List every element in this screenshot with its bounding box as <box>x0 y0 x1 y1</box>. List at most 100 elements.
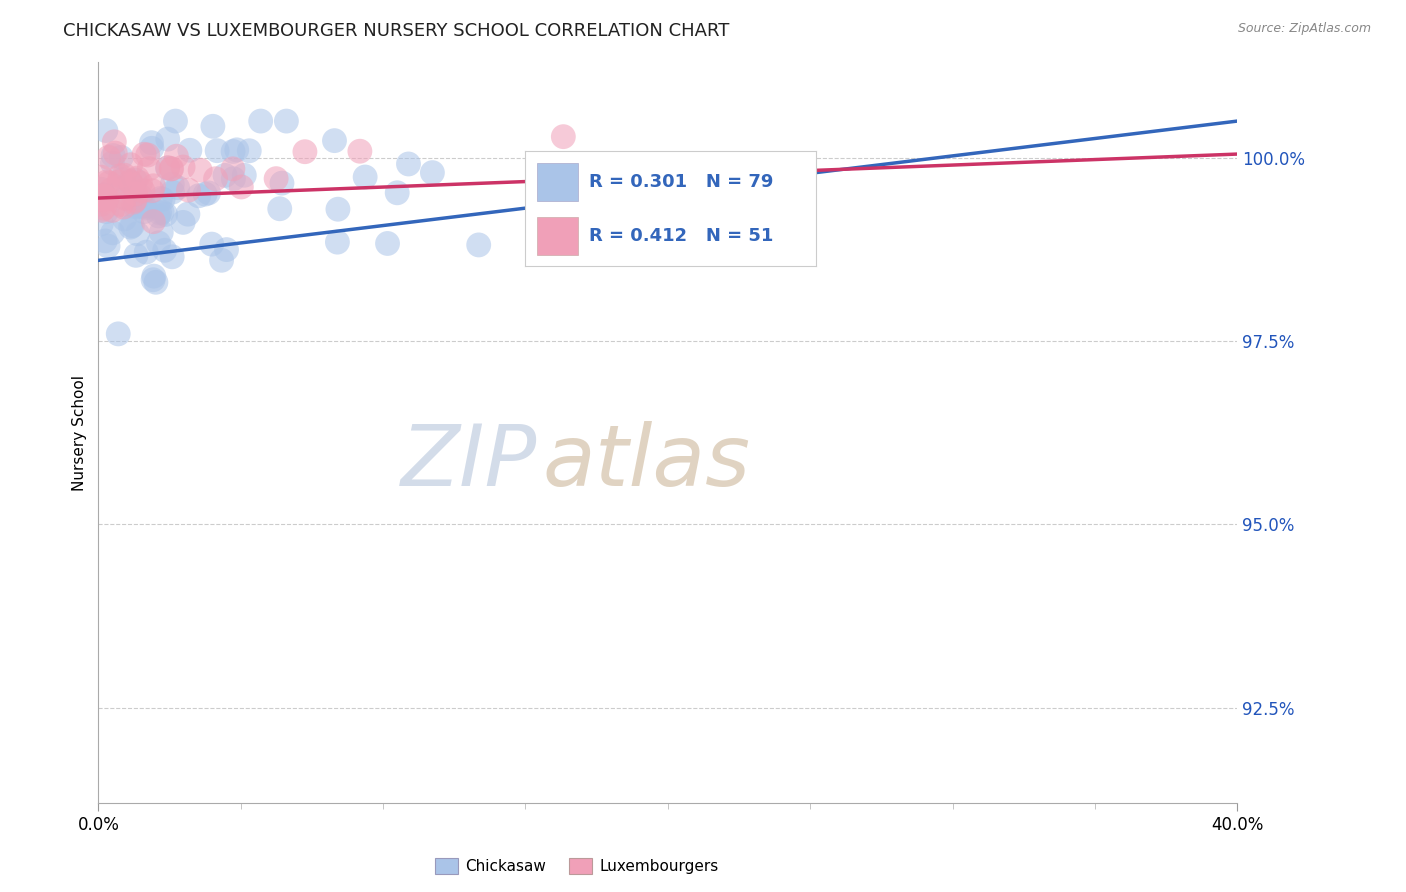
Point <box>162 178 184 192</box>
Point <box>222 145 245 159</box>
Point <box>188 163 211 178</box>
Point <box>194 187 217 202</box>
Point <box>96 175 118 189</box>
Point <box>160 161 183 176</box>
Point <box>264 171 287 186</box>
Point <box>204 171 226 186</box>
Text: ZIP: ZIP <box>401 421 537 504</box>
Point <box>125 248 148 262</box>
Point <box>197 186 219 200</box>
Point <box>91 193 114 207</box>
Point <box>323 134 346 148</box>
Point <box>134 201 156 215</box>
Point <box>156 161 179 175</box>
Point <box>97 150 120 164</box>
Point <box>127 227 149 241</box>
Point <box>156 161 179 175</box>
Point <box>112 191 135 205</box>
Point <box>124 199 146 213</box>
Point <box>101 203 124 218</box>
Point <box>233 168 256 182</box>
Point <box>90 170 112 185</box>
Point <box>160 161 183 176</box>
Point <box>132 204 155 219</box>
Point <box>114 212 136 227</box>
Point <box>179 143 201 157</box>
Point <box>553 129 575 144</box>
Point <box>467 238 489 252</box>
Point <box>101 156 124 170</box>
Point <box>120 158 142 172</box>
Point <box>215 243 238 257</box>
Point <box>111 172 134 186</box>
Point <box>108 175 131 189</box>
Point <box>118 174 141 188</box>
Point <box>349 145 371 159</box>
Point <box>153 244 176 258</box>
Point <box>142 178 165 193</box>
Point <box>249 114 271 128</box>
Point <box>121 177 143 191</box>
Point <box>138 161 160 176</box>
Point <box>222 171 245 186</box>
Point <box>142 269 165 284</box>
Point <box>225 143 247 157</box>
Point <box>166 180 188 194</box>
Point <box>122 195 145 210</box>
Point <box>326 202 349 217</box>
Point <box>132 147 155 161</box>
Point <box>124 193 146 207</box>
Point <box>148 209 170 223</box>
Point <box>149 206 172 220</box>
Text: CHICKASAW VS LUXEMBOURGER NURSERY SCHOOL CORRELATION CHART: CHICKASAW VS LUXEMBOURGER NURSERY SCHOOL… <box>63 22 730 40</box>
Point <box>149 191 172 205</box>
Point <box>129 176 152 190</box>
Point <box>124 186 146 201</box>
Point <box>211 253 233 268</box>
Point <box>377 236 399 251</box>
Point <box>145 275 167 289</box>
Point <box>172 215 194 229</box>
Point <box>205 144 228 158</box>
Point <box>271 176 294 190</box>
Point <box>90 197 112 211</box>
Point <box>104 146 127 161</box>
Point <box>101 226 124 240</box>
Text: Source: ZipAtlas.com: Source: ZipAtlas.com <box>1237 22 1371 36</box>
Point <box>103 135 125 149</box>
Point <box>110 169 132 183</box>
Point <box>269 202 291 216</box>
Point <box>90 182 112 196</box>
Point <box>160 250 183 264</box>
Point <box>162 185 184 199</box>
Point <box>155 207 177 221</box>
Point <box>142 215 165 229</box>
Text: atlas: atlas <box>543 421 751 504</box>
Point <box>238 144 260 158</box>
Point <box>90 203 112 218</box>
Point <box>90 190 112 204</box>
Point <box>142 273 165 287</box>
Point <box>100 182 122 196</box>
Point <box>148 235 170 250</box>
Y-axis label: Nursery School: Nursery School <box>72 375 87 491</box>
Point <box>387 186 409 200</box>
Point <box>354 169 377 184</box>
Point <box>398 157 420 171</box>
Point <box>94 123 117 137</box>
Point <box>112 200 135 214</box>
Point <box>96 204 118 219</box>
Point <box>141 141 163 155</box>
Point <box>222 161 245 176</box>
Point <box>177 183 200 197</box>
Point <box>150 205 173 219</box>
Point <box>141 136 163 150</box>
Point <box>124 173 146 187</box>
Point <box>97 239 120 253</box>
Point <box>91 189 114 203</box>
Point <box>96 192 118 206</box>
Legend: Chickasaw, Luxembourgers: Chickasaw, Luxembourgers <box>429 852 725 880</box>
Point <box>172 160 194 174</box>
Point <box>177 207 200 221</box>
Point <box>201 120 224 134</box>
